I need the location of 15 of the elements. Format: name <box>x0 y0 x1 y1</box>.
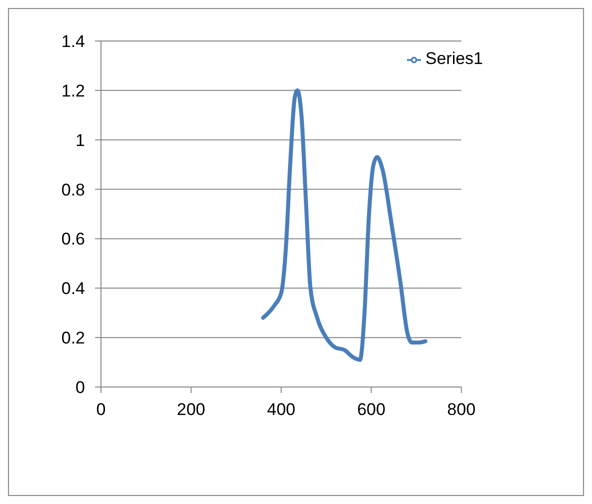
y-tick-label: 0.6 <box>61 230 85 249</box>
y-tick-label: 1.2 <box>61 81 85 100</box>
x-tick-label: 400 <box>266 400 296 420</box>
y-tick-label: 0.2 <box>61 328 85 348</box>
y-tick-label: 0 <box>76 378 85 398</box>
line-series <box>261 88 428 362</box>
x-tick-label: 0 <box>96 400 106 420</box>
x-tick-label: 200 <box>176 400 206 420</box>
y-tick-label: 0.8 <box>61 180 85 200</box>
x-tick-label: 600 <box>357 400 386 420</box>
legend-label: Series1 <box>425 49 483 68</box>
y-tick-label: 1 <box>76 130 85 150</box>
x-tick-label: 800 <box>447 400 476 420</box>
y-tick-label: 0.4 <box>61 279 85 298</box>
y-tick-label: 1.4 <box>61 32 85 52</box>
